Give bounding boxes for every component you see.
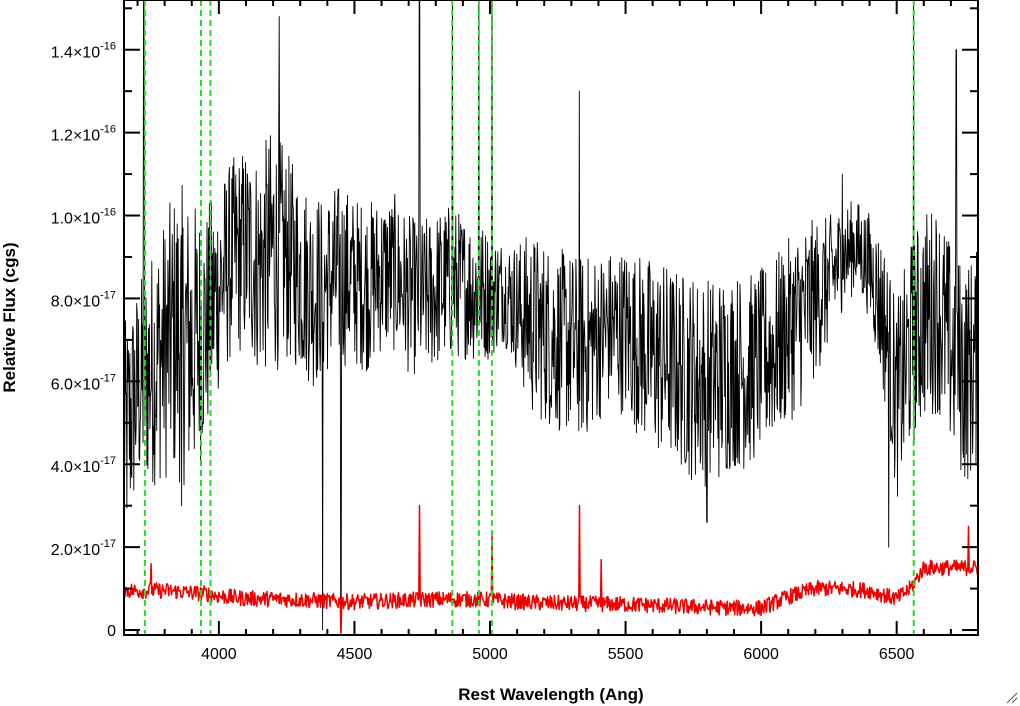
flux-spectrum-line [124, 0, 978, 631]
y-tick-exponent: -16 [100, 41, 116, 53]
y-tick-label: 2.0×10-17 [51, 538, 116, 559]
y-tick-mantissa: 8.0×10 [51, 293, 100, 310]
x-axis-title: Rest Wavelength (Ang) [458, 685, 643, 704]
axis-ticks: 4000 4500 5000 5500 6000 650002.0×10-174.0×10… [51, 0, 979, 663]
y-tick-label: 1.2×10-16 [51, 124, 116, 145]
y-tick-mantissa: 2.0×10 [51, 542, 100, 559]
y-tick-mantissa: 6.0×10 [51, 376, 100, 393]
y-tick-exponent: -17 [100, 538, 116, 550]
y-tick-exponent: -16 [100, 207, 116, 219]
plot-area [124, 0, 978, 635]
y-tick-mantissa: 0 [107, 623, 116, 640]
y-tick-mantissa: 1.4×10 [51, 45, 100, 62]
y-tick-exponent: -17 [100, 372, 116, 384]
y-tick-label: 8.0×10-17 [51, 289, 116, 310]
y-tick-label: 6.0×10-17 [51, 372, 116, 393]
x-tick-label: 5500 [608, 646, 644, 663]
y-tick-mantissa: 1.2×10 [51, 128, 100, 145]
x-tick-label: 4500 [337, 646, 373, 663]
y-tick-exponent: -17 [100, 455, 116, 467]
y-tick-label: 0 [107, 623, 116, 640]
y-axis-title: Relative Flux (cgs) [0, 242, 19, 392]
y-tick-label: 1.0×10-16 [51, 207, 116, 228]
y-tick-mantissa: 4.0×10 [51, 459, 100, 476]
x-tick-label: 5000 [472, 646, 508, 663]
x-tick-label: 6000 [743, 646, 779, 663]
y-tick-label: 1.4×10-16 [51, 41, 116, 62]
y-tick-exponent: -17 [100, 289, 116, 301]
y-tick-exponent: -16 [100, 124, 116, 136]
plot-frame [123, 0, 979, 636]
x-tick-label: 4000 [201, 646, 237, 663]
y-tick-label: 4.0×10-17 [51, 455, 116, 476]
y-tick-mantissa: 1.0×10 [51, 211, 100, 228]
resize-grip-icon[interactable] [1004, 690, 1018, 704]
error-spectrum-line [124, 504, 978, 635]
x-tick-label: 6500 [879, 646, 915, 663]
